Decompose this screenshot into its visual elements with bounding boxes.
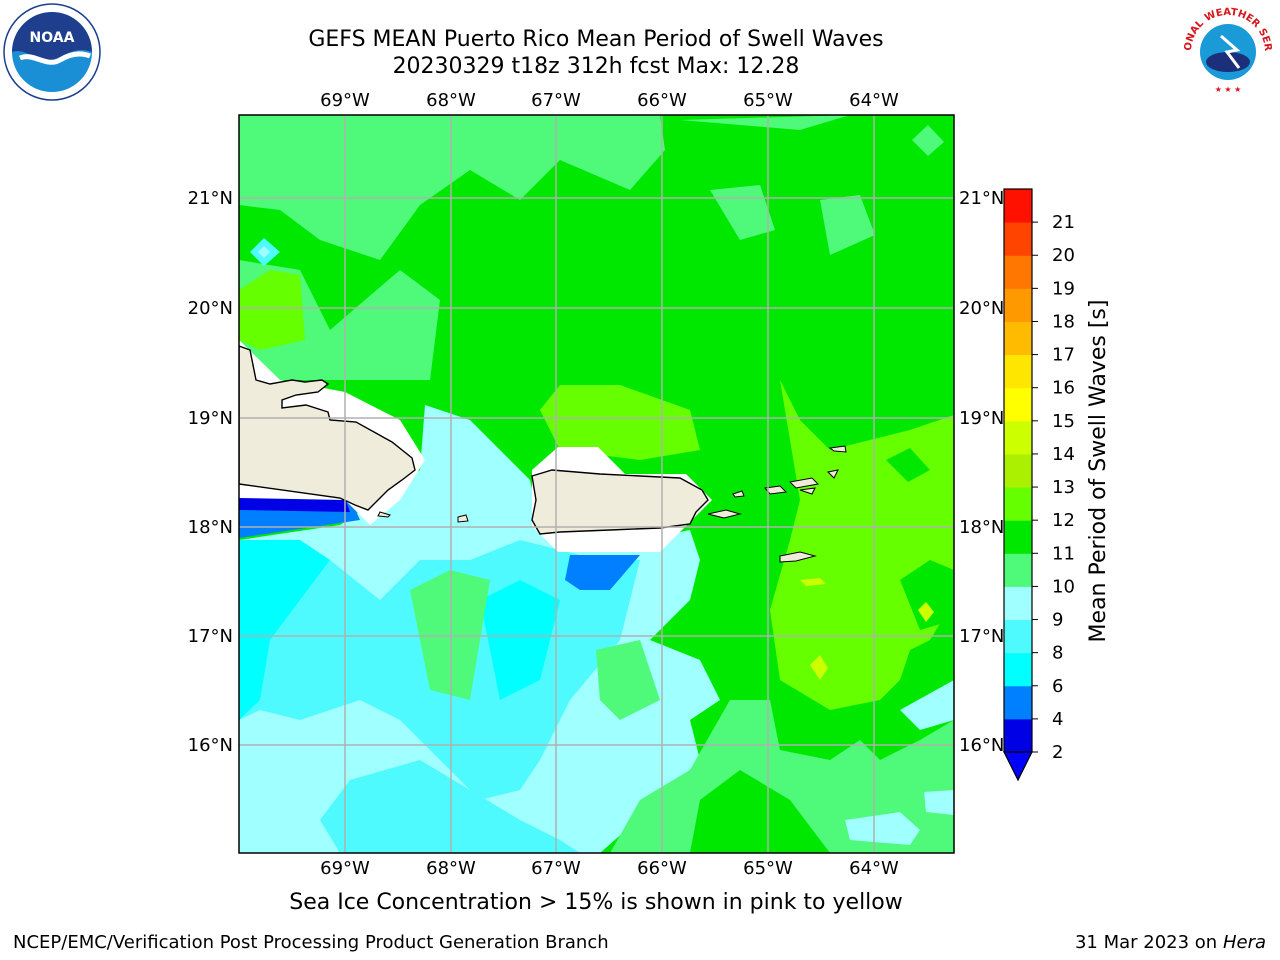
colorbar-tick-label: 19 <box>1052 278 1075 299</box>
chart-title: GEFS MEAN Puerto Rico Mean Period of Swe… <box>308 27 884 52</box>
noaa-logo: NOAA <box>3 3 101 101</box>
lon-label-top: 65°W <box>743 90 793 111</box>
colorbar-swatch <box>1004 255 1032 289</box>
lat-label-left: 21°N <box>188 188 233 209</box>
svg-text:NOAA: NOAA <box>30 30 75 46</box>
chart-subtitle: 20230329 t18z 312h fcst Max: 12.28 <box>392 54 800 79</box>
lon-label-top: 69°W <box>320 90 370 111</box>
colorbar-tick-label: 18 <box>1052 311 1075 332</box>
colorbar-swatch <box>1004 553 1032 587</box>
colorbar-tick-label: 4 <box>1052 709 1063 730</box>
colorbar-swatch <box>1004 619 1032 654</box>
colorbar-label: Mean Period of Swell Waves [s] <box>1086 300 1111 643</box>
colorbar-swatch <box>1004 453 1032 488</box>
colorbar-frame <box>1003 188 1033 753</box>
colorbar-swatch <box>1004 685 1032 720</box>
lat-label-left: 19°N <box>188 408 233 429</box>
colorbar-tick-label: 2 <box>1052 742 1063 763</box>
colorbar-tick-label: 11 <box>1052 543 1075 564</box>
colorbar-swatch <box>1004 288 1032 322</box>
colorbar-tick-label: 15 <box>1052 411 1075 432</box>
lat-label-left: 18°N <box>188 517 233 538</box>
colorbar-tick-label: 21 <box>1052 212 1075 233</box>
colorbar-swatch <box>1004 387 1032 422</box>
footer-org: NCEP/EMC/Verification Post Processing Pr… <box>13 932 609 953</box>
sea-ice-note: Sea Ice Concentration > 15% is shown in … <box>289 890 903 915</box>
lon-label-bottom: 68°W <box>426 858 476 879</box>
colorbar-swatch <box>1004 321 1032 356</box>
lon-label-top: 68°W <box>426 90 476 111</box>
lon-label-top: 66°W <box>637 90 687 111</box>
footer-date-text: 31 Mar 2023 on <box>1074 932 1218 953</box>
colorbar-tick-label: 20 <box>1052 245 1075 266</box>
colorbar-tick-label: 17 <box>1052 345 1075 366</box>
lat-label-left: 20°N <box>188 298 233 319</box>
lat-label-right: 21°N <box>959 188 1004 209</box>
lon-label-bottom: 66°W <box>637 858 687 879</box>
lon-label-top: 64°W <box>849 90 899 111</box>
colorbar-swatch <box>1004 222 1032 256</box>
colorbar-swatch <box>1004 718 1032 753</box>
lat-label-left: 17°N <box>188 626 233 647</box>
colorbar-tick-label: 10 <box>1052 576 1075 597</box>
lon-label-top: 67°W <box>531 90 581 111</box>
lon-label-bottom: 67°W <box>531 858 581 879</box>
colorbar-swatch <box>1004 420 1032 455</box>
colorbar-swatch <box>1004 586 1032 621</box>
lat-label-right: 16°N <box>959 735 1004 756</box>
colorbar-swatch <box>1004 520 1032 554</box>
colorbar-tick-label: 8 <box>1052 643 1063 664</box>
lon-label-bottom: 69°W <box>320 858 370 879</box>
colorbar: 2 4 6 8 9 10 11 12 13 14 15 16 17 18 19 20 21 <box>1003 188 1075 782</box>
colorbar-swatch <box>1004 189 1032 223</box>
colorbar-tick-label: 9 <box>1052 610 1063 631</box>
lat-label-right: 19°N <box>959 408 1004 429</box>
svg-text:★ ★ ★: ★ ★ ★ <box>1215 85 1242 94</box>
lat-label-right: 20°N <box>959 298 1004 319</box>
footer-date: 31 Mar 2023 on Hera <box>1075 932 1266 953</box>
lon-label-bottom: 64°W <box>849 858 899 879</box>
colorbar-tick-label: 16 <box>1052 378 1075 399</box>
colorbar-tick-label: 6 <box>1052 676 1063 697</box>
lat-label-right: 18°N <box>959 517 1004 538</box>
footer-machine: Hera <box>1222 932 1266 953</box>
lat-label-right: 17°N <box>959 626 1004 647</box>
colorbar-swatch <box>1004 652 1032 687</box>
colorbar-swatch <box>1004 487 1032 521</box>
colorbar-under-arrow <box>1003 751 1033 782</box>
colorbar-tick-label: 12 <box>1052 510 1075 531</box>
lon-label-bottom: 65°W <box>743 858 793 879</box>
lat-label-left: 16°N <box>188 735 233 756</box>
nws-logo: NATIONAL WEATHER SERVICE ★ ★ ★ <box>1177 0 1274 96</box>
colorbar-tick-label: 13 <box>1052 477 1075 498</box>
colorbar-swatch <box>1004 354 1032 389</box>
colorbar-tick-label: 14 <box>1052 444 1075 465</box>
